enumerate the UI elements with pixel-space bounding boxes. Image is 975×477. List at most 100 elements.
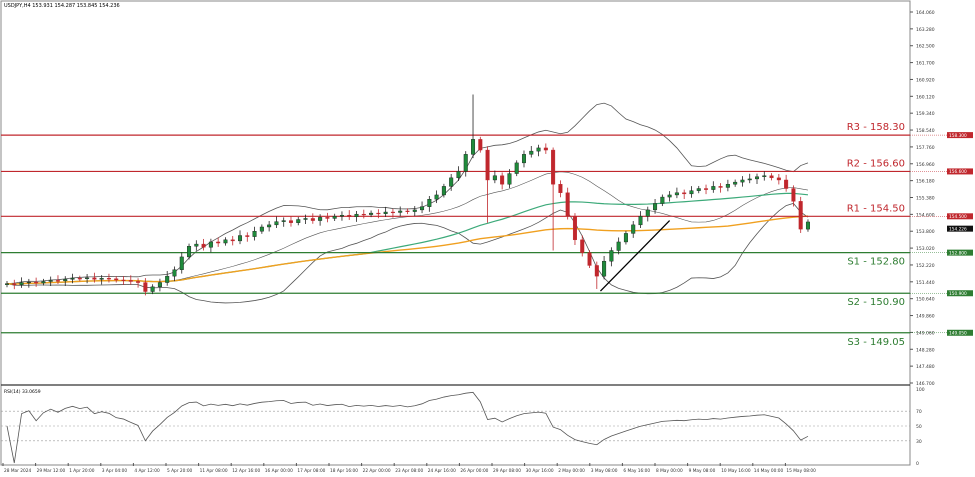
- bearish-candle: [230, 239, 235, 242]
- bearish-candle: [325, 217, 330, 219]
- bullish-candle: [41, 281, 46, 284]
- level-price-tag: [947, 329, 973, 336]
- bullish-candle: [631, 224, 636, 234]
- time-tick-label: 14 May 00:00: [754, 468, 784, 474]
- bearish-candle: [572, 216, 577, 241]
- bearish-candle: [405, 210, 410, 212]
- price-tick-label: 161.700: [916, 61, 935, 67]
- bullish-candle: [755, 176, 760, 180]
- bullish-candle: [638, 216, 643, 226]
- bearish-candle: [12, 283, 17, 285]
- bullish-candle: [99, 278, 104, 280]
- bullish-candle: [48, 280, 53, 282]
- bearish-candle: [128, 280, 133, 282]
- time-tick-label: 29 Apr 08:00: [493, 468, 521, 474]
- bearish-candle: [114, 278, 119, 281]
- level-price-tag: [947, 290, 973, 297]
- level-price-tag: [947, 168, 973, 175]
- bullish-candle: [725, 184, 730, 188]
- level-price-tag-text: 154.500: [949, 214, 967, 220]
- bullish-candle: [369, 212, 374, 215]
- bullish-candle: [660, 196, 665, 204]
- time-tick-label: 3 Apr 04:00: [102, 468, 128, 474]
- time-tick-label: 9 May 08:00: [689, 468, 716, 474]
- time-tick-label: 6 May 16:00: [623, 468, 650, 474]
- time-tick-label: 11 Apr 08:00: [200, 468, 228, 474]
- level-price-tag-text: 158.300: [949, 133, 967, 139]
- level-price-tag-text: 149.050: [949, 331, 967, 337]
- level-label: R2 - 156.60: [847, 158, 905, 169]
- bullish-candle: [85, 277, 90, 279]
- level-price-tag-text: 150.900: [949, 291, 967, 297]
- bullish-candle: [449, 177, 454, 187]
- bullish-candle: [441, 186, 446, 196]
- price-tick-label: 160.120: [916, 94, 935, 100]
- price-tick-label: 164.060: [916, 10, 935, 16]
- price-tick-label: 162.500: [916, 44, 935, 50]
- bearish-candle: [347, 215, 352, 217]
- bullish-candle: [529, 150, 534, 155]
- time-tick-label: 12 Apr 16:00: [232, 468, 260, 474]
- bullish-candle: [805, 221, 810, 230]
- bearish-candle: [361, 213, 366, 216]
- price-tick-label: 147.480: [916, 364, 935, 370]
- bullish-candle: [281, 220, 286, 222]
- bullish-candle: [318, 217, 323, 221]
- rsi-tick-label: 100: [916, 387, 925, 393]
- bullish-candle: [238, 235, 243, 242]
- bearish-candle: [245, 235, 250, 237]
- rsi-tick-label: 30: [916, 439, 922, 445]
- bearish-candle: [34, 281, 39, 284]
- bullish-candle: [609, 250, 614, 262]
- price-tick-label: 156.960: [916, 162, 935, 168]
- price-tick-label: 154.600: [916, 212, 935, 218]
- bullish-candle: [412, 209, 417, 212]
- bearish-candle: [580, 239, 585, 253]
- bullish-candle: [507, 173, 512, 185]
- bullish-candle: [157, 282, 162, 288]
- trendline: [599, 220, 671, 292]
- bearish-candle: [201, 243, 206, 248]
- bullish-candle: [208, 241, 213, 248]
- bullish-candle: [427, 199, 432, 207]
- bullish-candle: [4, 283, 9, 285]
- time-tick-label: 30 Apr 16:00: [526, 468, 554, 474]
- bearish-candle: [390, 211, 395, 214]
- level-price-tag-text: 152.800: [949, 250, 967, 256]
- bearish-candle: [798, 201, 803, 230]
- time-tick-label: 18 Apr 16:00: [330, 468, 358, 474]
- bearish-candle: [143, 282, 148, 292]
- bullish-candle: [332, 216, 337, 219]
- price-tick-label: 163.280: [916, 27, 935, 33]
- bullish-candle: [653, 203, 658, 211]
- bearish-candle: [106, 278, 111, 280]
- level-price-tag: [947, 132, 973, 139]
- bullish-candle: [296, 219, 301, 223]
- bullish-candle: [398, 210, 403, 213]
- time-tick-label: 1 Apr 20:00: [69, 468, 95, 474]
- bearish-candle: [543, 147, 548, 151]
- bearish-candle: [594, 265, 599, 277]
- bullish-candle: [456, 171, 461, 179]
- current-price-tag: [947, 225, 973, 232]
- bullish-candle: [602, 260, 607, 277]
- time-tick-label: 28 Mar 2024: [4, 468, 32, 474]
- time-tick-label: 8 May 00:00: [656, 468, 683, 474]
- symbol-header: USDJPY,H4 153.931 154.287 153.845 154.23…: [4, 3, 120, 9]
- bearish-candle: [485, 149, 490, 181]
- bullish-candle: [420, 206, 425, 211]
- bearish-candle: [769, 175, 774, 179]
- price-tick-label: 159.340: [916, 111, 935, 117]
- price-tick-label: 160.920: [916, 77, 935, 83]
- chart-frame: [0, 0, 911, 466]
- rsi-tick-label: 50: [916, 424, 922, 430]
- bollinger-upper: [6, 102, 809, 285]
- bearish-candle: [310, 218, 315, 221]
- level-label: R3 - 158.30: [847, 122, 905, 133]
- bullish-candle: [463, 154, 468, 172]
- price-tick-label: 155.380: [916, 196, 935, 202]
- bullish-candle: [762, 175, 767, 177]
- price-tick-label: 157.760: [916, 145, 935, 151]
- bollinger-lower: [6, 202, 809, 304]
